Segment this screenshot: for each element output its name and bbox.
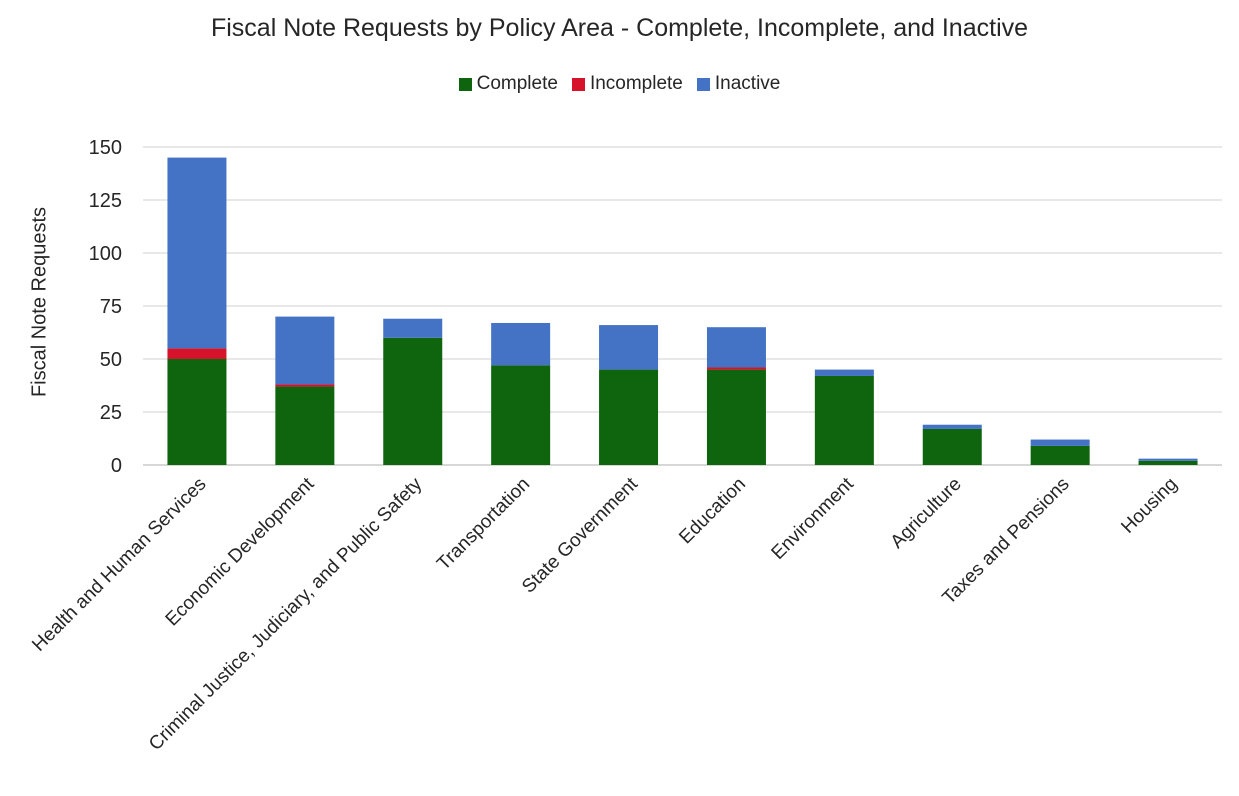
legend-swatch-inactive <box>696 77 710 91</box>
bar-complete-1 <box>167 359 227 465</box>
bar-inactive-9 <box>1030 439 1090 446</box>
bar-complete-3 <box>383 337 443 465</box>
bar-complete-6 <box>706 369 766 465</box>
bar-complete-2 <box>275 386 335 465</box>
bar-complete-8 <box>922 428 982 465</box>
legend-swatch-incomplete <box>571 77 585 91</box>
bar-complete-4 <box>491 365 551 465</box>
x-tick-label: Environment <box>768 473 859 564</box>
y-tick-label: 150 <box>89 137 122 159</box>
bar-inactive-4 <box>491 322 551 366</box>
bar-inactive-2 <box>275 316 335 385</box>
chart-title: Fiscal Note Requests by Policy Area - Co… <box>210 14 1029 42</box>
legend: Complete Incomplete Inactive <box>0 73 1239 95</box>
bar-inactive-1 <box>167 157 227 349</box>
y-tick-label: 0 <box>111 455 122 477</box>
legend-label-incomplete: Incomplete <box>589 73 683 94</box>
y-tick-label: 75 <box>100 296 122 318</box>
legend-label-complete: Complete <box>476 73 558 94</box>
bar-complete-9 <box>1030 445 1090 465</box>
bar-inactive-6 <box>706 327 766 368</box>
legend-label-inactive: Inactive <box>714 73 781 94</box>
bar-inactive-8 <box>922 424 982 429</box>
y-tick-label: 50 <box>100 349 122 371</box>
legend-swatch-complete <box>458 77 472 91</box>
y-tick-label: 100 <box>89 243 122 265</box>
x-tick-label: Housing <box>1117 474 1181 538</box>
y-tick-labels: 0 25 50 75 100 125 150 <box>89 137 122 477</box>
legend-item-incomplete: Incomplete <box>571 73 683 95</box>
bar-inactive-3 <box>383 318 443 338</box>
x-tick-label: Transportation <box>433 474 534 575</box>
bar-inactive-7 <box>814 369 874 376</box>
x-tick-label: Education <box>675 474 750 549</box>
x-tick-label: Health and Human Services <box>28 474 210 656</box>
legend-item-complete: Complete <box>458 73 558 95</box>
legend-item-inactive: Inactive <box>696 73 781 95</box>
bar-inactive-5 <box>599 325 659 370</box>
bar-complete-5 <box>599 369 659 465</box>
bars <box>167 157 1198 465</box>
bar-incomplete-6 <box>706 367 766 370</box>
x-tick-label: State Government <box>518 473 642 597</box>
bar-complete-7 <box>814 375 874 465</box>
y-tick-label: 25 <box>100 402 122 424</box>
bar-complete-10 <box>1138 460 1198 465</box>
bar-incomplete-2 <box>275 384 335 387</box>
y-tick-label: 125 <box>89 190 122 212</box>
x-tick-label: Agriculture <box>887 474 966 553</box>
bar-inactive-10 <box>1138 458 1198 461</box>
bar-incomplete-1 <box>167 348 227 359</box>
